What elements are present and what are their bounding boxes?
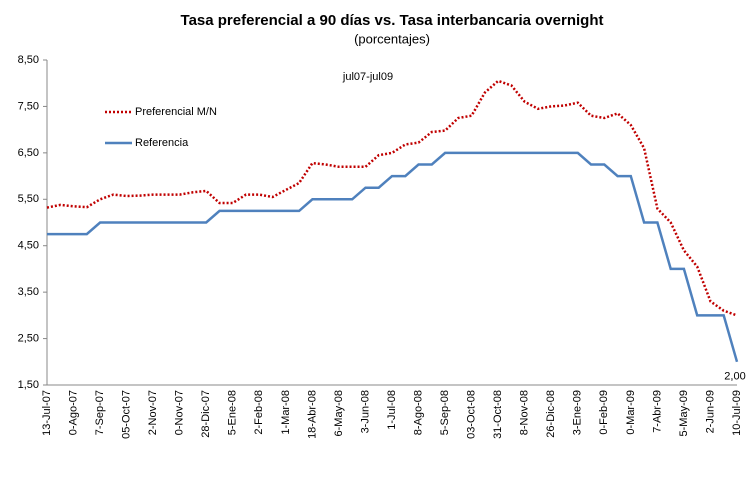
legend-label: Preferencial M/N	[135, 106, 217, 118]
x-tick-label: 2-Feb-08	[253, 390, 265, 435]
y-tick-label: 3,50	[18, 286, 39, 298]
x-tick-label: 8-Ago-08	[412, 390, 424, 435]
y-tick-label: 4,50	[18, 240, 39, 252]
y-tick-label: 1,50	[18, 379, 39, 391]
x-tick-label: 7-Sep-07	[94, 390, 106, 435]
x-tick-label: 0-Feb-09	[598, 390, 610, 435]
x-tick-label: 0-Ago-07	[67, 390, 79, 435]
series-line	[46, 79, 738, 317]
y-tick-label: 7,50	[18, 100, 39, 112]
chart-title: Tasa preferencial a 90 días vs. Tasa int…	[181, 12, 604, 29]
x-tick-label: 7-Abr-09	[651, 390, 663, 433]
annotation: jul07-jul09	[342, 71, 393, 83]
x-tick-label: 5-Ene-08	[227, 390, 239, 435]
data-label: 2,00	[724, 371, 745, 383]
y-tick-label: 2,50	[18, 332, 39, 344]
x-tick-label: 6-May-08	[333, 390, 345, 436]
x-tick-label: 03-Oct-08	[466, 390, 478, 439]
x-tick-label: 2-Nov-07	[147, 390, 159, 435]
x-tick-label: 0-Mar-09	[625, 390, 637, 435]
x-tick-label: 26-Dic-08	[545, 390, 557, 438]
x-tick-label: 5-May-09	[678, 390, 690, 436]
x-tick-label: 31-Oct-08	[492, 390, 504, 439]
x-tick-label: 0-Nov-07	[174, 390, 186, 435]
x-tick-label: 1-Jul-08	[386, 390, 398, 430]
y-tick-label: 6,50	[18, 147, 39, 159]
series-line	[47, 151, 739, 363]
y-tick-label: 5,50	[18, 193, 39, 205]
legend-label: Referencia	[135, 137, 189, 149]
chart-subtitle: (porcentajes)	[354, 31, 430, 46]
x-tick-label: 3-Ene-09	[572, 390, 584, 435]
x-tick-label: 10-Jul-09	[731, 390, 743, 436]
x-tick-label: 1-Mar-08	[280, 390, 292, 435]
y-tick-label: 8,50	[18, 54, 39, 66]
x-tick-label: 2-Jun-09	[704, 390, 716, 433]
x-tick-label: 13-Jul-07	[41, 390, 53, 436]
x-tick-label: 3-Jun-08	[359, 390, 371, 433]
x-tick-label: 05-Oct-07	[121, 390, 133, 439]
x-tick-label: 18-Abr-08	[306, 390, 318, 439]
x-tick-label: 8-Nov-08	[519, 390, 531, 435]
x-tick-label: 5-Sep-08	[439, 390, 451, 435]
x-tick-label: 28-Dic-07	[200, 390, 212, 438]
